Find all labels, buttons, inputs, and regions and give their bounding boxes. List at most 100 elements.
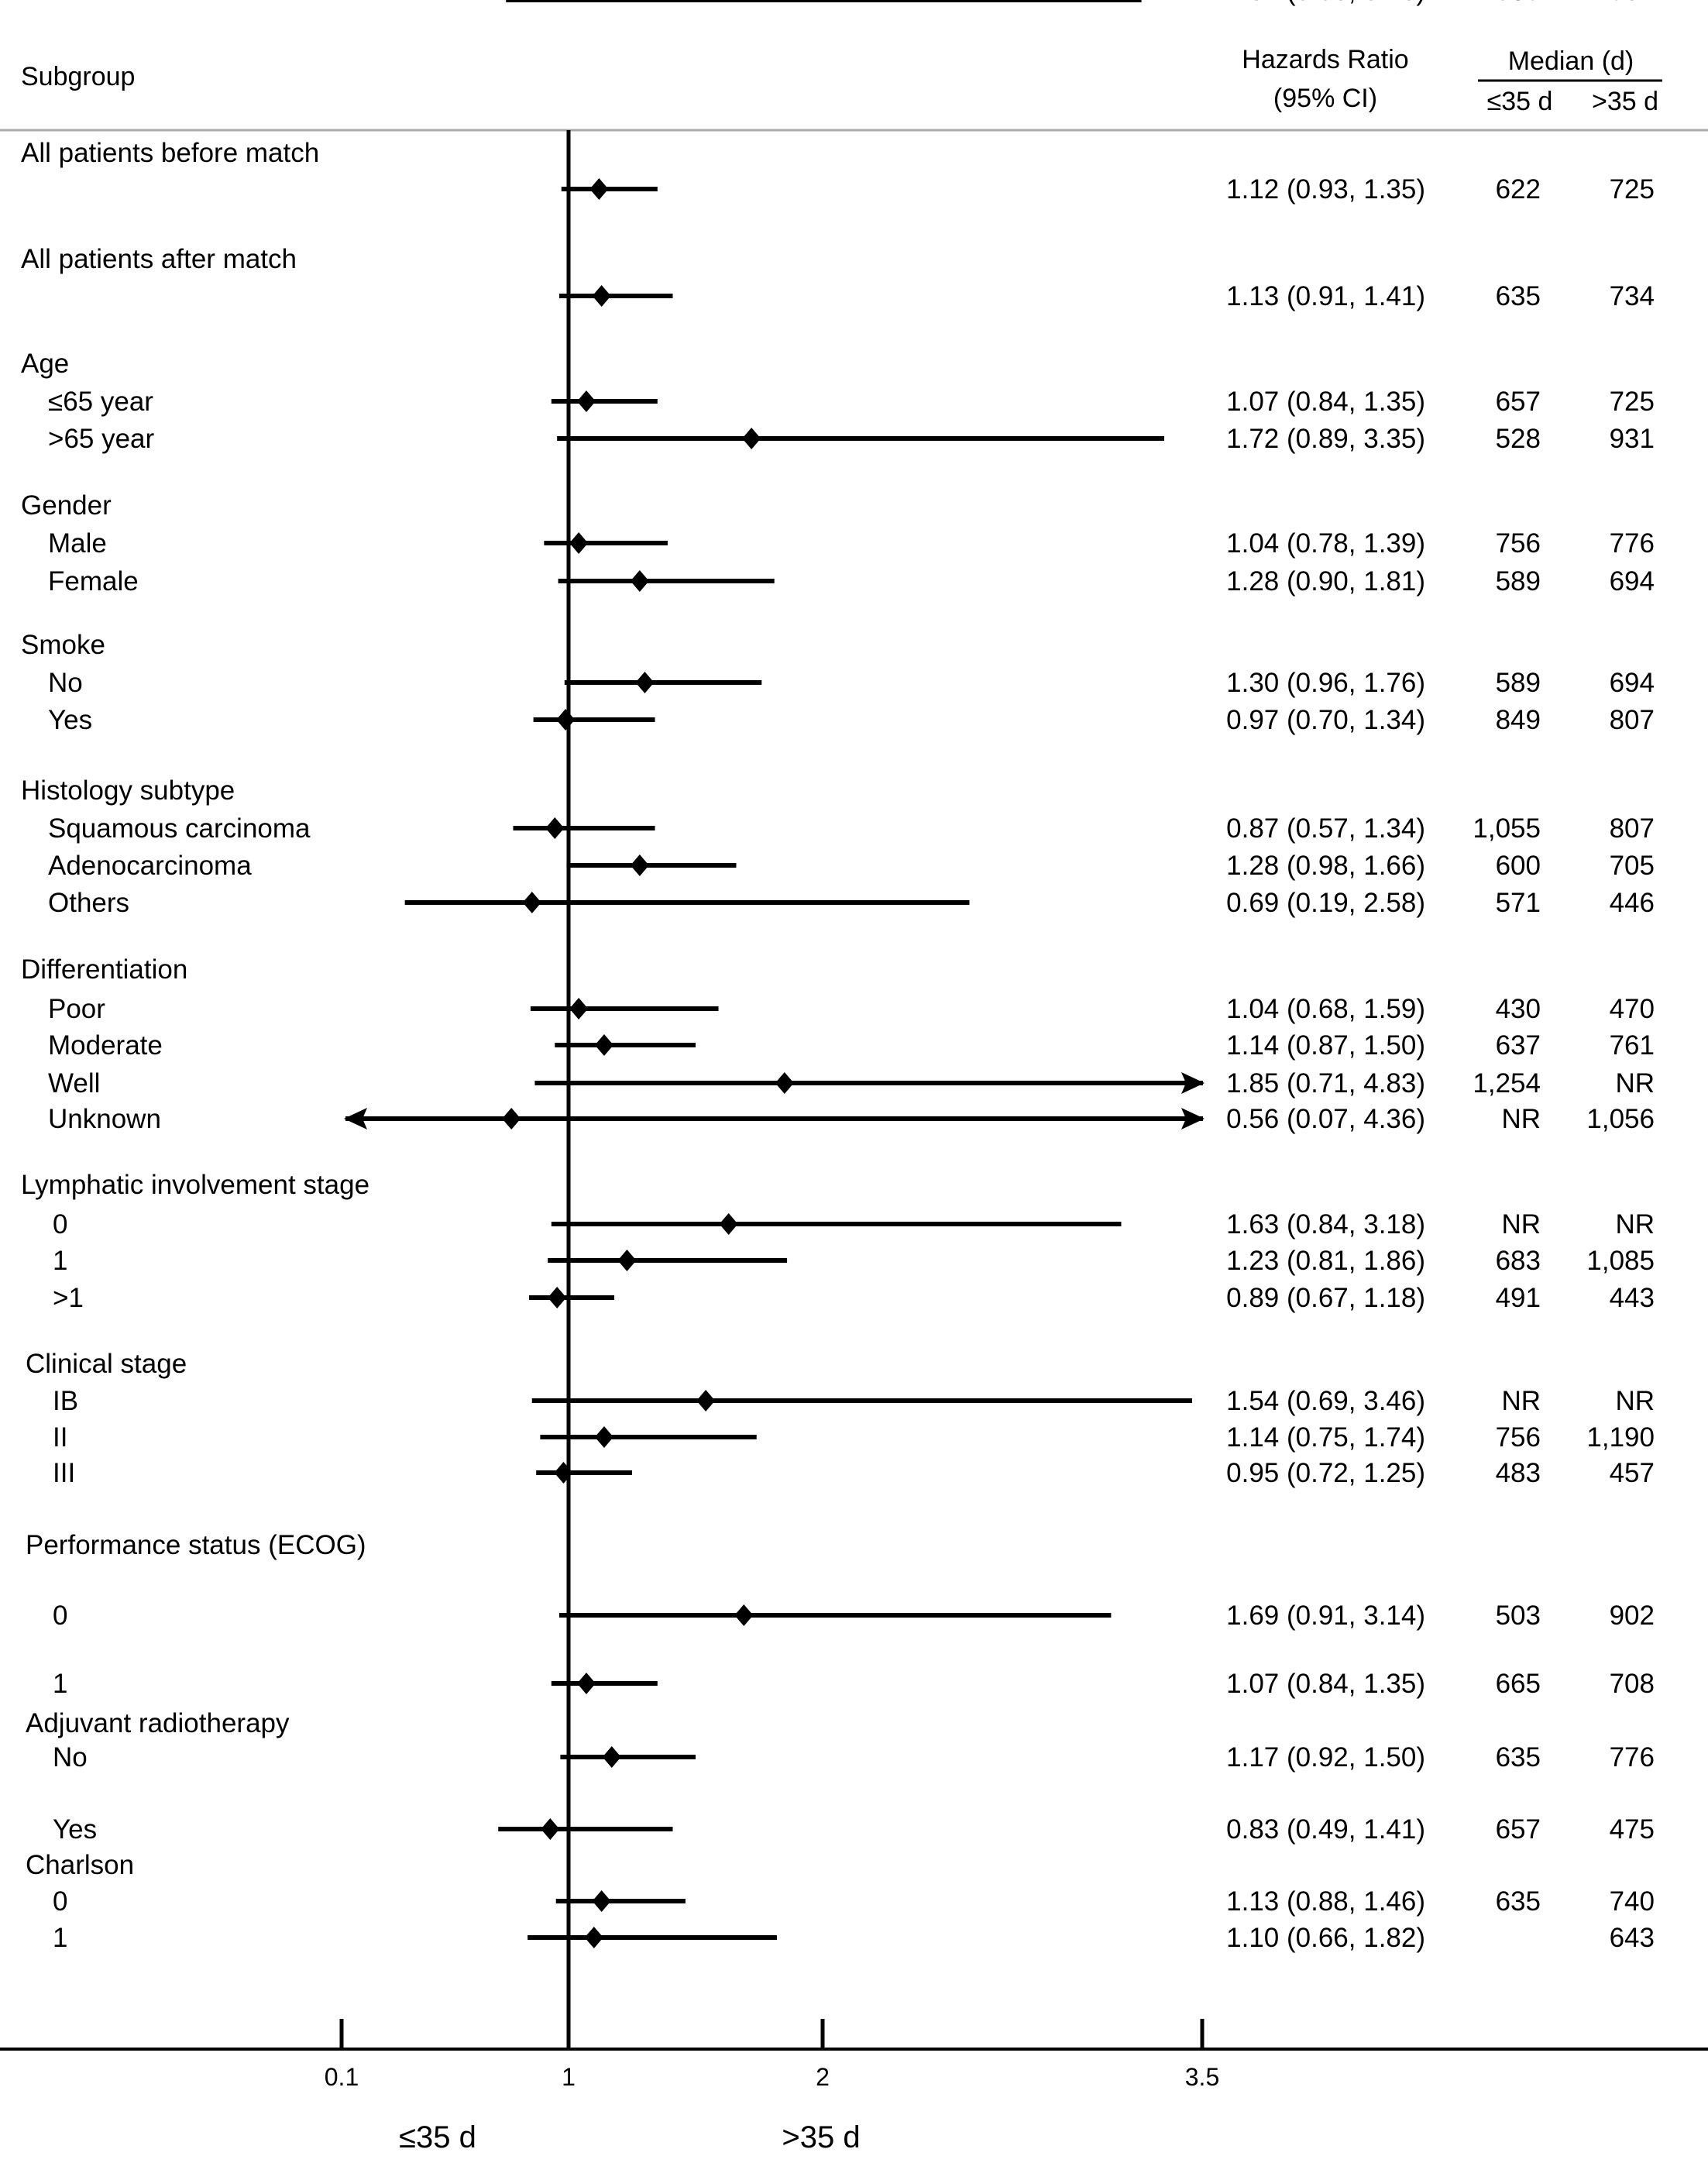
subgroup-header: Differentiation (21, 954, 187, 985)
row-label: Others (48, 888, 129, 918)
hr-ci-value: 1.54 (0.69, 3.46) (1226, 1386, 1425, 1416)
hr-ci-value: 1.72 (0.89, 3.35) (1226, 424, 1425, 454)
hazard-ratio-marker (594, 1426, 613, 1448)
hazard-ratio-marker (556, 709, 576, 731)
subgroup-header: Age (21, 349, 69, 379)
median-header: Median (d) (1508, 46, 1634, 76)
forest-row: Poor 1.04 (0.68, 1.59) 430 470 (48, 994, 1655, 1024)
forest-row: >1 0.89 (0.67, 1.18) 491 443 (53, 1283, 1655, 1313)
row-label: ≤65 year (48, 387, 153, 417)
row-label: 1 (53, 1669, 67, 1699)
median-gt35-value: 807 (1610, 813, 1655, 844)
x-tick-label: 2 (816, 2063, 830, 2091)
median-le35-header: ≤35 d (1487, 87, 1553, 116)
median-le35-value: 571 (1496, 888, 1541, 918)
hr-ci-value: 1.30 (0.96, 1.76) (1226, 668, 1425, 698)
median-le35-extra-value: 589 (1496, 0, 1541, 6)
median-gt35-value: 931 (1610, 0, 1655, 6)
hazard-ratio-marker (719, 1213, 738, 1235)
forest-rows: All patients before match 1.12 (0.93, 1.3… (21, 0, 1655, 1953)
hazard-ratio-marker (576, 390, 596, 412)
median-gt35-value: 725 (1610, 174, 1655, 205)
hr-ci-value: 1.07 (0.84, 1.35) (1226, 387, 1425, 417)
forest-row: 1 1.10 (0.66, 1.82) 643 (53, 1923, 1655, 1953)
median-gt35-value: 776 (1610, 1742, 1655, 1773)
hazard-ratio-marker (589, 178, 609, 200)
row-label: 2 (53, 0, 67, 6)
hr-ci-value: 1.31 (0.53, 3.26) (1226, 0, 1425, 6)
ci-arrow-right (1181, 1108, 1205, 1130)
hazard-ratio-marker (742, 428, 761, 449)
forest-row: Yes 0.97 (0.70, 1.34) 849 807 (48, 705, 1655, 735)
median-gt35-value: 705 (1610, 851, 1655, 881)
median-gt35-value: 740 (1610, 1886, 1655, 1917)
row-label: Yes (53, 1814, 97, 1845)
median-le35-value: 635 (1496, 1886, 1541, 1917)
median-gt35-value: NR (1615, 1209, 1655, 1240)
median-le35-value: 430 (1496, 994, 1541, 1024)
forest-row: Moderate 1.14 (0.87, 1.50) 637 761 (48, 1030, 1655, 1061)
hr-ci-value: 0.69 (0.19, 2.58) (1226, 888, 1425, 918)
median-gt35-value: 708 (1610, 1669, 1655, 1699)
hr-ci-value: 0.83 (0.49, 1.41) (1226, 1814, 1425, 1845)
hazard-ratio-header: Hazards Ratio (1242, 45, 1408, 74)
hazard-ratio-marker (545, 817, 565, 839)
median-le35-value: 491 (1496, 1283, 1541, 1313)
median-le35-value: 589 (1496, 566, 1541, 597)
median-gt35-value: 776 (1610, 528, 1655, 559)
hr-ci-value: 1.23 (0.81, 1.86) (1226, 1246, 1425, 1276)
ci-header: (95% CI) (1273, 84, 1377, 113)
hazard-ratio-marker (696, 1390, 716, 1411)
hazard-ratio-marker (734, 1604, 754, 1626)
row-label: IB (53, 1386, 78, 1416)
hazard-ratio-marker (630, 854, 649, 876)
row-label: Well (48, 1068, 100, 1099)
hazard-ratio-marker (569, 532, 589, 554)
median-le35-value: 635 (1496, 281, 1541, 311)
forest-row: Others 0.69 (0.19, 2.58) 571 446 (48, 888, 1655, 918)
row-label: Yes (48, 705, 92, 735)
median-gt35-value: 443 (1610, 1283, 1655, 1313)
median-le35-value: 637 (1496, 1030, 1541, 1061)
row-label: No (53, 1742, 88, 1773)
median-gt35-value: NR (1615, 1386, 1655, 1416)
median-le35-value: 683 (1496, 1246, 1541, 1276)
direction-label-left: ≤35 d (399, 2120, 476, 2154)
median-gt35-value: 470 (1610, 994, 1655, 1024)
hr-ci-value: 1.14 (0.87, 1.50) (1226, 1030, 1425, 1061)
median-gt35-value: NR (1615, 1068, 1655, 1099)
median-le35-value: 657 (1496, 387, 1541, 417)
subgroup-header: Histology subtype (21, 775, 235, 806)
hazard-ratio-marker (775, 1072, 794, 1094)
median-gt35-value: 694 (1610, 668, 1655, 698)
median-gt35-value: 807 (1610, 705, 1655, 735)
median-gt35-value: 457 (1610, 1458, 1655, 1488)
forest-row: 0 1.13 (0.88, 1.46) 635 740 (53, 1886, 1655, 1917)
median-le35-value: 622 (1496, 174, 1541, 205)
hr-ci-value: 1.17 (0.92, 1.50) (1226, 1742, 1425, 1773)
row-label: >65 year (48, 424, 155, 454)
forest-row: Well 1.85 (0.71, 4.83) 1,254 NR (48, 1068, 1655, 1099)
subgroup-header: Charlson (26, 1850, 134, 1880)
ci-arrow-left (344, 1108, 367, 1130)
subgroup-header: Smoke (21, 630, 105, 660)
hr-ci-value: 1.28 (0.90, 1.81) (1226, 566, 1425, 597)
forest-row: 0 1.63 (0.84, 3.18) NR NR (53, 1209, 1655, 1240)
hazard-ratio-marker (594, 1034, 613, 1056)
row-label: >1 (53, 1283, 84, 1313)
median-gt35-value: 694 (1610, 566, 1655, 597)
hr-ci-value: 0.89 (0.67, 1.18) (1226, 1283, 1425, 1313)
row-label: Moderate (48, 1030, 163, 1061)
median-le35-value: 600 (1496, 851, 1541, 881)
median-le35-value: 657 (1496, 1814, 1541, 1845)
hr-ci-value: 1.13 (0.88, 1.46) (1226, 1886, 1425, 1917)
direction-label-right: >35 d (782, 2120, 860, 2154)
median-gt35-value: 1,056 (1586, 1104, 1655, 1134)
median-le35-value: 635 (1496, 1742, 1541, 1773)
x-ticks: 0.1 1 2 3.5 (325, 2019, 1219, 2091)
median-gt35-value: 931 (1610, 424, 1655, 454)
subgroup-header: All patients before match (21, 138, 319, 168)
row-label: Adenocarcinoma (48, 851, 252, 881)
hazard-ratio-marker (522, 892, 541, 913)
hazard-ratio-marker (584, 1927, 603, 1948)
